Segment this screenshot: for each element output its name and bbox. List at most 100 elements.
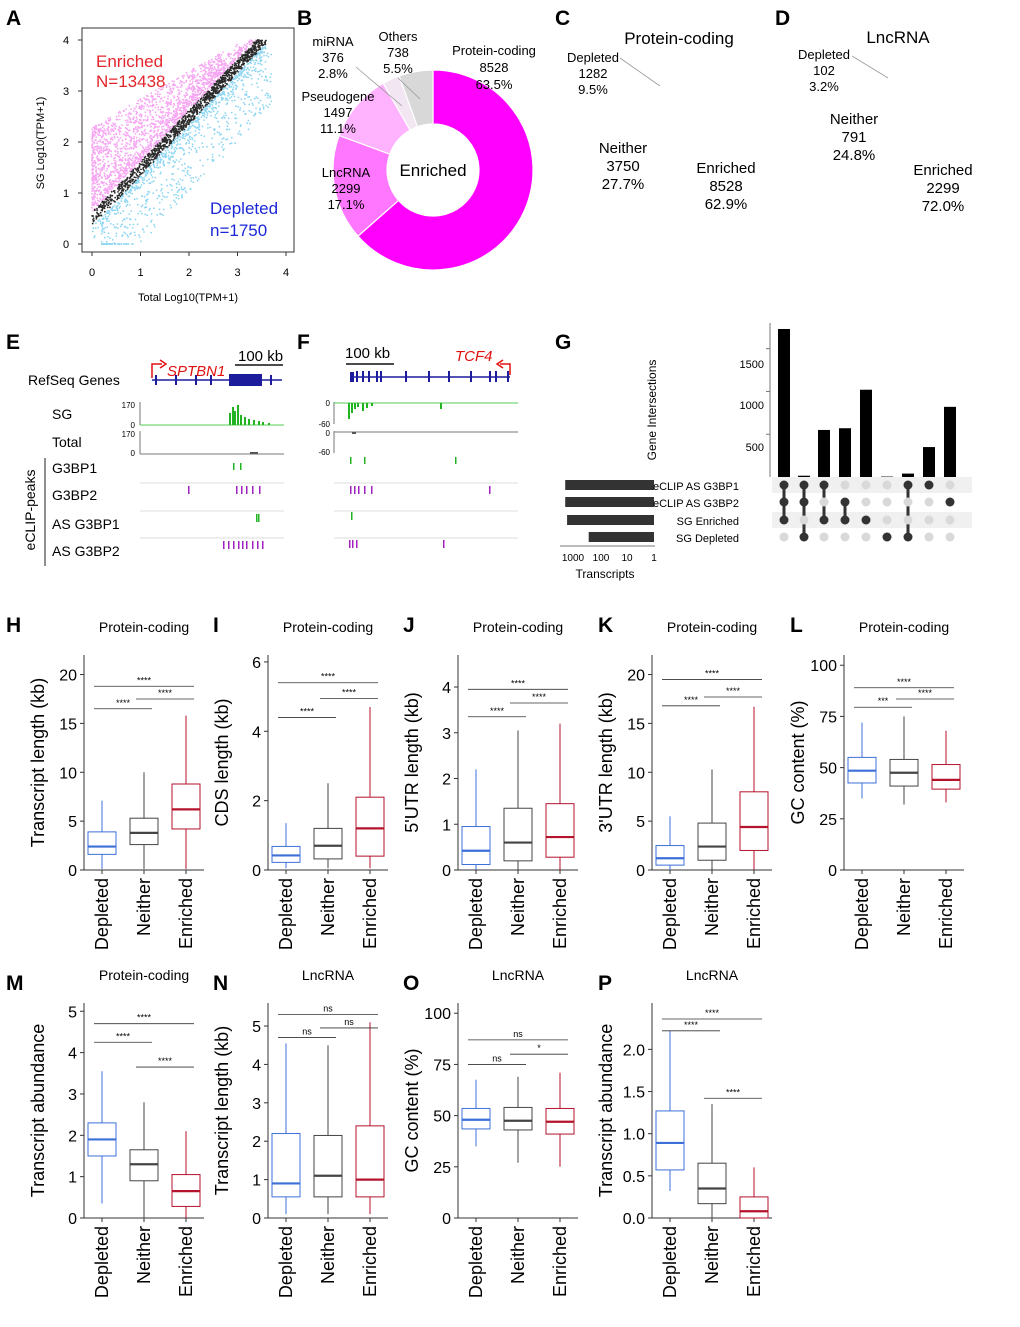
- scatter-point: [240, 58, 242, 61]
- scatter-point: [207, 123, 209, 126]
- boxplot-y-tick-label: 15: [59, 716, 77, 733]
- scatter-point-enriched: [136, 125, 139, 128]
- boxplot-y-tick-label: 2: [442, 772, 451, 789]
- donut-label-pseudogene-pct: 11.1%: [320, 121, 356, 136]
- scatter-point: [116, 196, 119, 199]
- scatter-point-enriched: [113, 159, 116, 162]
- scatter-point-enriched: [114, 157, 117, 159]
- scatter-point-enriched: [174, 108, 177, 111]
- scatter-point-depleted: [262, 70, 265, 73]
- scatter-point: [166, 128, 168, 131]
- scatter-point-enriched: [170, 99, 172, 101]
- scatter-point: [221, 71, 224, 74]
- scatter-point: [230, 53, 232, 55]
- scatter-point-depleted: [265, 54, 268, 57]
- scatter-point: [242, 46, 245, 49]
- scatter-point-enriched: [104, 175, 107, 178]
- scatter-point-enriched: [118, 133, 121, 136]
- scatter-point: [225, 58, 228, 60]
- scatter-point: [171, 127, 174, 130]
- e-gene-name: SPTBN1: [167, 363, 225, 380]
- scatter-point: [110, 208, 113, 211]
- scatter-point-depleted: [268, 103, 271, 106]
- scatter-point-enriched: [201, 77, 204, 80]
- scatter-point-enriched: [146, 124, 149, 127]
- scatter-point-depleted: [125, 226, 127, 229]
- scatter-point-enriched: [118, 114, 120, 117]
- scatter-point-depleted: [102, 228, 105, 231]
- scatter-point-enriched: [117, 172, 120, 175]
- scatter-point: [179, 136, 182, 139]
- scatter-point-depleted: [191, 145, 194, 148]
- scatter-point-enriched: [143, 130, 146, 133]
- scatter-point: [217, 87, 220, 90]
- scatter-point-enriched: [152, 99, 154, 101]
- boxplot-title: Protein-coding: [473, 619, 563, 635]
- scatter-point-depleted: [172, 160, 175, 162]
- scatter-point: [205, 102, 208, 104]
- scatter-point: [101, 198, 104, 201]
- scatter-point-enriched: [169, 87, 172, 90]
- scatter-point-enriched: [99, 173, 102, 175]
- scatter-point: [253, 54, 256, 57]
- scatter-point: [206, 89, 209, 92]
- scatter-point-enriched: [96, 142, 98, 145]
- scatter-point: [147, 153, 150, 155]
- scatter-point-enriched: [115, 132, 118, 135]
- scatter-point: [195, 110, 198, 112]
- scatter-point-enriched: [116, 147, 119, 150]
- scatter-point-depleted: [184, 167, 187, 170]
- scatter-point: [249, 66, 252, 69]
- scatter-point-enriched: [113, 133, 115, 136]
- scatter-point-enriched: [218, 57, 221, 60]
- scatter-point-depleted: [175, 183, 178, 185]
- scatter-point-enriched: [221, 60, 223, 63]
- boxplot-y-axis-label: 5'UTR length (kb): [402, 692, 422, 832]
- scatter-point: [118, 207, 121, 209]
- scatter-point-enriched: [177, 98, 180, 101]
- scatter-point-enriched: [196, 82, 198, 85]
- scatter-point-depleted: [115, 212, 118, 215]
- scatter-point: [172, 134, 175, 136]
- scatter-point: [138, 166, 141, 169]
- upset-dot-on: [779, 515, 789, 525]
- upset-dot-on: [861, 515, 871, 525]
- scatter-point-depleted: [190, 148, 193, 151]
- scatter-point: [104, 195, 106, 198]
- boxplot-y-tick-label: 0: [636, 863, 645, 880]
- scatter-point-enriched: [97, 152, 100, 155]
- scatter-point-depleted: [138, 234, 140, 237]
- scatter-point-enriched: [136, 146, 138, 148]
- upset-dot-off: [840, 532, 850, 542]
- scatter-point: [98, 218, 101, 221]
- scatter-point: [177, 137, 179, 140]
- scatter-point-enriched: [189, 100, 192, 103]
- scatter-point-depleted: [145, 206, 148, 209]
- scatter-point: [94, 227, 97, 230]
- scatter-point-depleted: [168, 158, 171, 161]
- scatter-point-depleted: [164, 156, 167, 159]
- scatter-point: [238, 61, 241, 63]
- scatter-point: [229, 61, 232, 63]
- scatter-point: [168, 141, 171, 143]
- scatter-point-enriched: [182, 110, 185, 112]
- scatter-point-enriched: [105, 188, 108, 191]
- scatter-point-depleted: [250, 111, 253, 113]
- scatter-point-enriched: [148, 100, 151, 103]
- scatter-point-enriched: [119, 150, 122, 153]
- scatter-point: [150, 174, 153, 176]
- scatter-point-enriched: [142, 107, 145, 110]
- scatter-point-enriched: [167, 113, 170, 116]
- scatter-point: [236, 70, 239, 72]
- scatter-point-enriched: [177, 89, 180, 91]
- scatter-point: [253, 69, 256, 72]
- scatter-point: [188, 142, 191, 145]
- boxplot-y-tick-label: 5: [252, 1019, 261, 1036]
- scatter-point: [117, 181, 119, 183]
- scatter-point-depleted: [153, 223, 156, 226]
- scatter-point-depleted: [138, 236, 141, 239]
- scatter-point-enriched: [168, 121, 171, 124]
- scatter-point-enriched: [133, 137, 135, 140]
- e-g3bp1-peak: [233, 463, 235, 470]
